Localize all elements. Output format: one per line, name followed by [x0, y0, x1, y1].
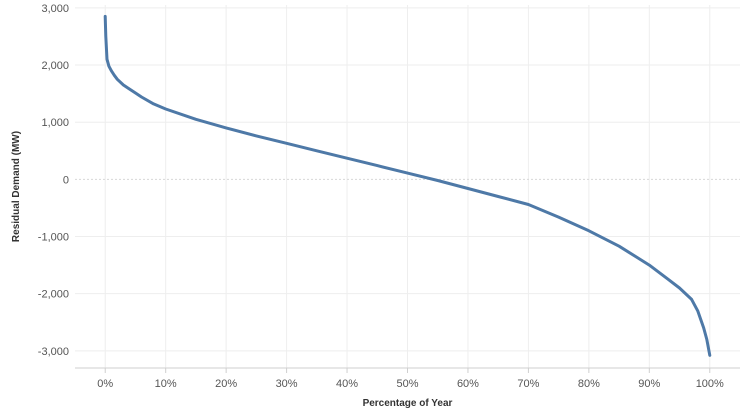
y-tick-label: 0	[63, 174, 69, 186]
series-line	[103, 14, 712, 357]
y-tick-label: -2,000	[38, 289, 69, 301]
axis-layer: 0% 10% 20% 30% 40% 50% 60% 70% 80% 90% 100% 3,000 2,…	[38, 3, 740, 390]
x-tick-label: 0%	[97, 378, 113, 390]
x-tick-label: 70%	[517, 378, 539, 390]
x-tick-label: 90%	[638, 378, 660, 390]
x-tick-label: 20%	[215, 378, 237, 390]
x-axis-title: Percentage of Year	[363, 398, 453, 409]
x-tick-label: 60%	[457, 378, 479, 390]
y-tick-label: 2,000	[41, 60, 69, 72]
x-tick-label: 80%	[578, 378, 600, 390]
y-tick-label: 1,000	[41, 117, 69, 129]
series-layer	[103, 14, 712, 357]
y-axis-title: Residual Demand (MW)	[11, 131, 22, 242]
x-tick-label: 30%	[276, 378, 298, 390]
y-tick-label: -3,000	[38, 346, 69, 358]
x-tick-label: 50%	[396, 378, 418, 390]
x-tick-label: 10%	[155, 378, 177, 390]
x-tick-label: 40%	[336, 378, 358, 390]
grid-layer	[75, 5, 740, 368]
x-tick-label: 100%	[696, 378, 724, 390]
y-tick-label: 3,000	[41, 3, 69, 15]
y-tick-label: -1,000	[38, 232, 69, 244]
